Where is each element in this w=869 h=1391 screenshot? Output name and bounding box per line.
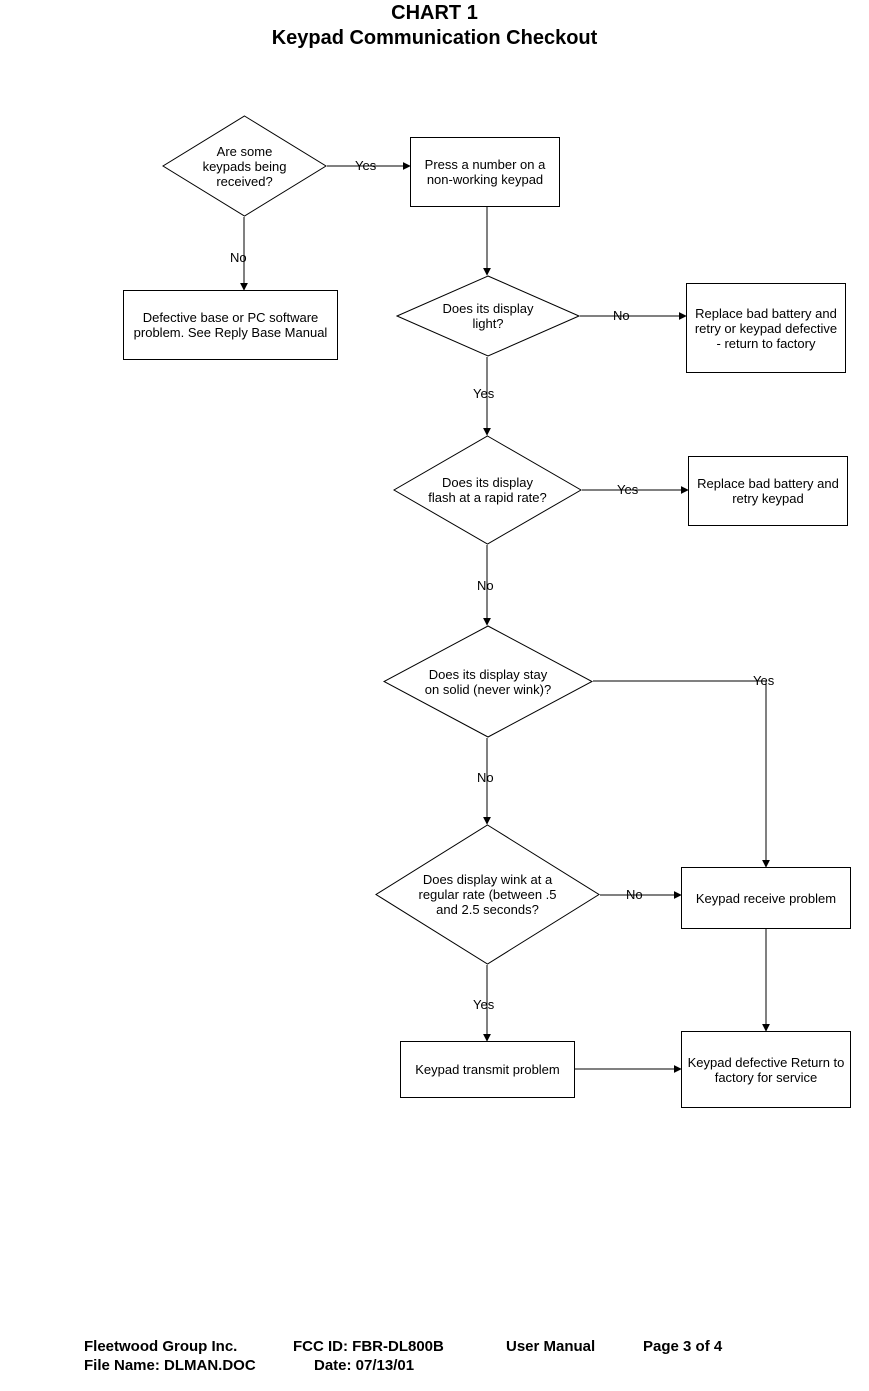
decision-node-d4: Does its display stay on solid (never wi… xyxy=(383,625,593,738)
edge-label-e_d2_p3: No xyxy=(613,308,630,323)
edge-label-e_d3_p4: Yes xyxy=(617,482,638,497)
edge-label-e_d5_p6: Yes xyxy=(473,997,494,1012)
decision-node-d1: Are some keypads being received? xyxy=(162,115,327,217)
edge-label-e_d1_p2: No xyxy=(230,250,247,265)
process-node-p1: Press a number on a non-working keypad xyxy=(410,137,560,207)
process-node-p5: Keypad receive problem xyxy=(681,867,851,929)
chart-title-1: CHART 1 xyxy=(0,2,869,25)
edge-label-e_d1_p1: Yes xyxy=(355,158,376,173)
footer-line1-company: Fleetwood Group Inc. xyxy=(84,1338,237,1355)
edge-label-e_d2_d3: Yes xyxy=(473,386,494,401)
decision-node-d3: Does its display flash at a rapid rate? xyxy=(393,435,582,545)
edge-label-e_d4_p5: Yes xyxy=(753,673,774,688)
footer-line1-page: Page 3 of 4 xyxy=(643,1338,722,1355)
footer-line2-filename: File Name: DLMAN.DOC xyxy=(84,1357,256,1374)
footer-line1-manual: User Manual xyxy=(506,1338,595,1355)
process-node-p7: Keypad defective Return to factory for s… xyxy=(681,1031,851,1108)
process-node-p2: Defective base or PC software problem. S… xyxy=(123,290,338,360)
page: CHART 1 Keypad Communication Checkout Ar… xyxy=(0,0,869,1391)
chart-title-2: Keypad Communication Checkout xyxy=(0,27,869,50)
decision-node-d5: Does display wink at a regular rate (bet… xyxy=(375,824,600,965)
footer-line1-fccid: FCC ID: FBR-DL800B xyxy=(293,1338,444,1355)
process-node-p3: Replace bad battery and retry or keypad … xyxy=(686,283,846,373)
process-node-p4: Replace bad battery and retry keypad xyxy=(688,456,848,526)
edge-label-e_d3_d4: No xyxy=(477,578,494,593)
process-node-p6: Keypad transmit problem xyxy=(400,1041,575,1098)
edge-label-e_d5_p5: No xyxy=(626,887,643,902)
footer-line2-date: Date: 07/13/01 xyxy=(314,1357,414,1374)
edge-label-e_d4_d5: No xyxy=(477,770,494,785)
decision-node-d2: Does its display light? xyxy=(396,275,580,357)
